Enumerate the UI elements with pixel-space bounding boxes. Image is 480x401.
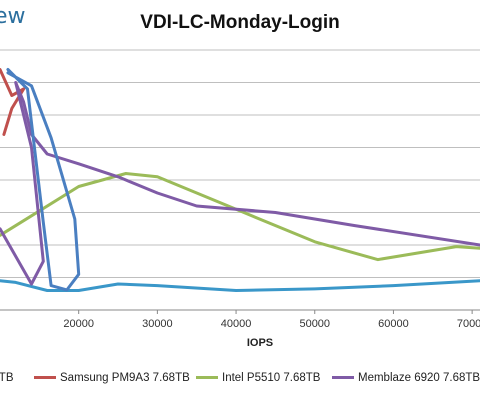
x-tick-label: 50000: [299, 318, 330, 330]
chart-title: VDI-LC-Monday-Login: [140, 12, 340, 33]
series-line-2: [0, 172, 480, 262]
gridlines: [0, 49, 480, 278]
legend-label: Memblaze 6920 7.68TB: [358, 372, 480, 384]
legend-swatch: [196, 376, 218, 380]
x-tick-label: 60000: [378, 318, 409, 330]
legend-item-memblaze: Memblaze 6920 7.68TB: [332, 372, 480, 384]
legend-item-intel: Intel P5510 7.68TB: [196, 372, 320, 384]
series-group: [0, 68, 480, 292]
x-tick-label: 30000: [142, 318, 173, 330]
series-line-0: [0, 279, 480, 292]
legend-label: Samsung PM9A3 7.68TB: [60, 372, 190, 384]
legend-label: Intel P5510 7.68TB: [222, 372, 321, 384]
x-tick-label: 20000: [63, 318, 94, 330]
legend: 68TB Samsung PM9A3 7.68TB Intel P5510 7.…: [0, 372, 480, 392]
legend-item-68tb: 68TB: [0, 372, 14, 384]
legend-swatch: [332, 376, 354, 380]
x-tick-label: 40000: [221, 318, 252, 330]
series-line-1: [0, 68, 26, 136]
series-line-4: [6, 68, 81, 292]
logo-text: ew: [0, 4, 26, 29]
legend-item-samsung: Samsung PM9A3 7.68TB: [34, 372, 190, 384]
x-axis: 20000 30000 40000 50000 60000 70000: [0, 309, 480, 330]
legend-swatch: [34, 376, 56, 380]
x-tick-label: 70000: [457, 318, 480, 330]
series-line-3: [0, 81, 480, 286]
x-axis-label: IOPS: [246, 337, 274, 349]
legend-label: 68TB: [0, 372, 14, 384]
